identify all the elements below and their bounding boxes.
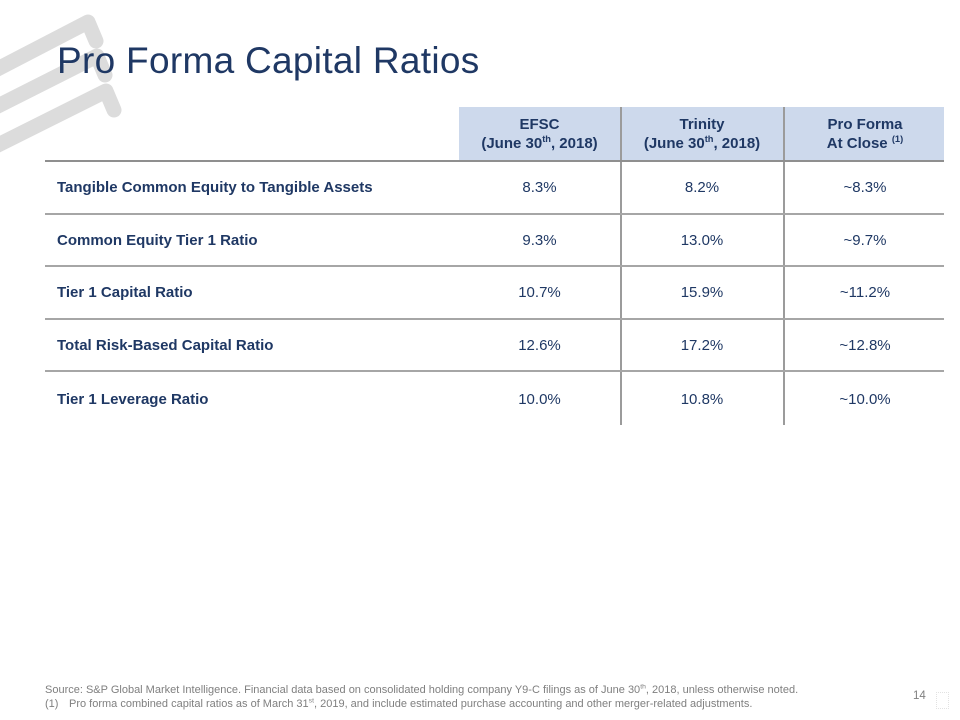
table-row: Tier 1 Leverage Ratio 10.0% 10.8% ~10.0%: [45, 372, 944, 426]
table-row: Common Equity Tier 1 Ratio 9.3% 13.0% ~9…: [45, 215, 944, 266]
cell-trinity: 8.2%: [684, 179, 720, 196]
cell-pro-forma: ~12.8%: [839, 337, 891, 354]
table-header-background: [459, 107, 944, 161]
company-logo-watermark-icon: [0, 14, 122, 153]
row-divider: [45, 213, 944, 215]
cell-trinity: 13.0%: [680, 232, 724, 249]
faint-placeholder-mark: [936, 692, 949, 709]
cell-trinity: 15.9%: [680, 284, 724, 301]
footnotes: Source: S&P Global Market Intelligence. …: [45, 683, 905, 711]
column-header-efsc-name: EFSC: [519, 116, 560, 133]
cell-pro-forma: ~9.7%: [843, 232, 887, 249]
source-note: Source: S&P Global Market Intelligence. …: [45, 683, 799, 696]
table-row: Tier 1 Capital Ratio 10.7% 15.9% ~11.2%: [45, 267, 944, 318]
footnote-1: (1) Pro forma combined capital ratios as …: [45, 697, 753, 710]
cell-efsc: 10.7%: [518, 284, 561, 301]
column-header-efsc-date: (June 30th, 2018): [481, 134, 598, 152]
cell-trinity: 17.2%: [680, 337, 724, 354]
column-header-efsc: EFSC (June 30th, 2018): [459, 107, 620, 161]
footnote-number: (1): [45, 698, 59, 710]
cell-pro-forma: ~10.0%: [839, 390, 891, 408]
row-label: Tier 1 Leverage Ratio: [57, 390, 209, 408]
capital-ratios-table: EFSC (June 30th, 2018) Trinity (June 30t…: [45, 107, 944, 425]
column-header-pro-forma: Pro Forma At Close (1): [786, 107, 944, 161]
column-header-pro-forma-sub: At Close (1): [826, 134, 904, 152]
table-row: Total Risk-Based Capital Ratio 12.6% 17.…: [45, 320, 944, 371]
row-divider: [45, 370, 944, 372]
cell-pro-forma: ~11.2%: [839, 284, 891, 301]
row-divider: [45, 160, 944, 162]
column-header-trinity-date: (June 30th, 2018): [643, 134, 761, 152]
cell-pro-forma: ~8.3%: [843, 179, 887, 196]
row-label: Total Risk-Based Capital Ratio: [57, 337, 274, 354]
row-label: Common Equity Tier 1 Ratio: [57, 232, 258, 249]
cell-efsc: 8.3%: [522, 179, 557, 196]
column-header-trinity-name: Trinity: [679, 116, 725, 133]
page-number: 14: [913, 690, 926, 702]
slide-title: Pro Forma Capital Ratios: [57, 40, 480, 81]
cell-efsc: 10.0%: [518, 390, 561, 408]
column-header-trinity: Trinity (June 30th, 2018): [622, 107, 782, 161]
cell-trinity: 10.8%: [680, 390, 724, 408]
row-divider: [45, 265, 944, 267]
cell-efsc: 9.3%: [522, 232, 557, 249]
row-label: Tier 1 Capital Ratio: [57, 284, 193, 301]
row-divider: [45, 318, 944, 320]
table-row: Tangible Common Equity to Tangible Asset…: [45, 162, 944, 213]
column-header-pro-forma-name: Pro Forma: [827, 116, 903, 133]
cell-efsc: 12.6%: [518, 337, 561, 354]
row-label: Tangible Common Equity to Tangible Asset…: [57, 179, 373, 196]
